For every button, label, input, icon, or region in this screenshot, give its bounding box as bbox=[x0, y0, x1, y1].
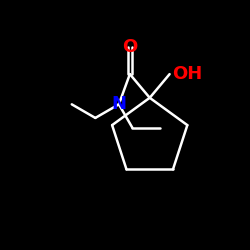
Text: O: O bbox=[122, 38, 138, 56]
Text: N: N bbox=[111, 95, 126, 113]
Text: OH: OH bbox=[172, 65, 202, 83]
